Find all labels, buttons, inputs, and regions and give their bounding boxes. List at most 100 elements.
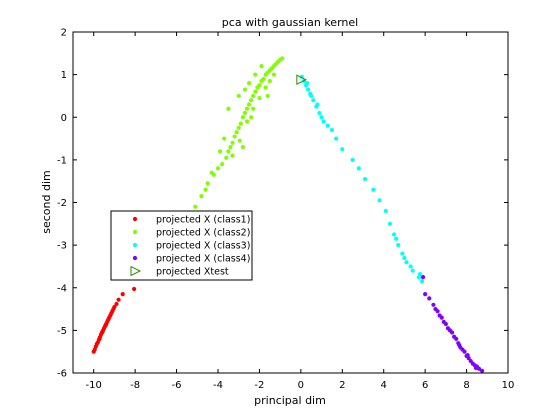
data-point: [230, 140, 235, 145]
data-point: [253, 72, 258, 77]
y-tick-label: 2: [61, 28, 67, 39]
y-tick-label: -5: [57, 326, 67, 337]
series-1: [91, 286, 137, 354]
data-point: [244, 106, 250, 111]
legend-marker: [132, 255, 138, 261]
legend-entry-label: projected X (class3): [156, 241, 250, 252]
data-point: [449, 330, 455, 335]
data-point: [116, 297, 121, 302]
data-point: [420, 274, 426, 280]
data-point: [251, 93, 256, 99]
data-point: [220, 162, 225, 167]
y-tick-label: -3: [57, 241, 67, 252]
x-tick-label: 10: [502, 380, 515, 391]
data-point: [238, 121, 243, 126]
data-point: [114, 301, 119, 307]
data-point: [410, 268, 415, 273]
data-point: [240, 115, 245, 120]
data-point: [321, 119, 326, 124]
data-point: [454, 336, 459, 341]
legend-entry-label: projected X (class1): [156, 215, 250, 226]
data-point: [433, 306, 438, 312]
data-point: [340, 147, 345, 152]
data-point: [253, 89, 258, 94]
data-point: [350, 157, 355, 162]
legend-marker: [132, 229, 138, 235]
data-point: [371, 187, 376, 192]
x-tick-label: -2: [254, 380, 264, 391]
x-tick-label: -4: [213, 380, 223, 391]
data-point: [356, 166, 361, 171]
data-point: [232, 134, 237, 139]
data-point: [209, 170, 214, 175]
data-point: [193, 204, 198, 209]
data-point: [257, 83, 262, 88]
data-point: [304, 81, 310, 86]
y-tick-label: -1: [57, 155, 67, 166]
data-point: [224, 155, 229, 160]
data-point: [404, 260, 409, 265]
data-point: [242, 87, 248, 92]
data-point: [296, 74, 307, 86]
series-5: [296, 74, 307, 86]
legend-entry-label: projected X (class2): [156, 228, 250, 239]
data-point: [309, 93, 314, 99]
data-point: [199, 194, 204, 199]
data-point: [408, 264, 413, 269]
data-point: [203, 187, 208, 192]
data-point: [240, 144, 245, 150]
data-point: [427, 296, 432, 301]
data-point: [333, 136, 339, 141]
data-point: [319, 115, 324, 120]
y-tick-label: -2: [57, 198, 67, 209]
data-point: [257, 95, 262, 101]
data-point: [97, 336, 102, 341]
chart-title: pca with gaussian kernel: [222, 16, 358, 29]
data-point: [431, 302, 436, 307]
data-point: [246, 102, 252, 107]
series-4: [420, 274, 485, 373]
x-tick-label: 6: [422, 380, 428, 391]
data-point: [205, 181, 210, 186]
data-point: [417, 272, 423, 277]
data-point: [120, 292, 125, 297]
legend-marker: [132, 242, 138, 248]
data-point: [246, 81, 252, 86]
x-tick-label: 2: [339, 380, 345, 391]
data-point: [396, 243, 401, 248]
x-tick-label: -8: [130, 380, 140, 391]
data-point: [362, 176, 368, 182]
x-axis-label: principal dim: [254, 394, 326, 407]
x-tick-label: -10: [86, 380, 102, 391]
data-point: [217, 149, 223, 154]
data-point: [234, 130, 239, 135]
data-point: [242, 110, 248, 116]
data-point: [419, 279, 425, 284]
data-point: [100, 329, 105, 335]
data-point: [465, 352, 470, 358]
data-point: [265, 93, 270, 99]
data-point: [402, 255, 407, 261]
x-tick-label: 4: [381, 380, 387, 391]
series-3: [299, 74, 425, 284]
data-point: [267, 78, 272, 84]
data-point: [394, 236, 399, 241]
data-point: [222, 136, 227, 141]
data-point: [228, 144, 233, 150]
data-point: [383, 208, 388, 214]
data-point: [230, 153, 235, 158]
data-point: [473, 365, 478, 370]
data-point: [236, 93, 241, 99]
data-point: [311, 98, 316, 103]
data-point: [437, 313, 442, 318]
data-point: [249, 98, 254, 103]
data-point: [441, 319, 446, 324]
data-point: [226, 106, 231, 111]
data-point: [329, 127, 335, 133]
legend-entry-label: projected Xtest: [156, 267, 229, 278]
data-point: [391, 232, 397, 237]
data-point: [423, 292, 428, 297]
data-point: [271, 72, 277, 77]
